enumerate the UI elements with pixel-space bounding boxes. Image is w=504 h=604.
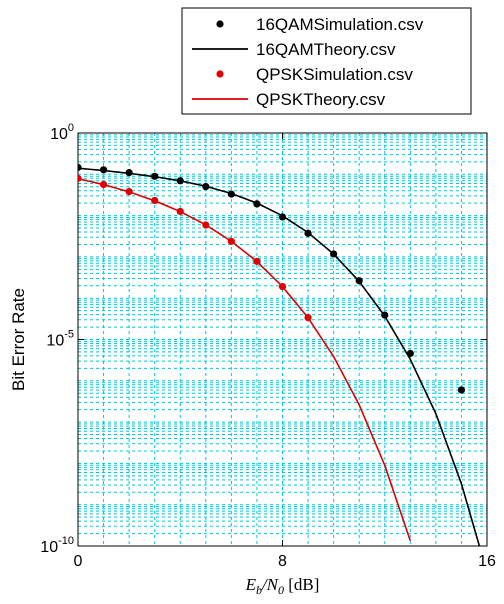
legend-label: QPSKSimulation.csv: [256, 65, 413, 84]
y-tick-label: 10-10: [40, 535, 74, 556]
y-tick-label: 10-5: [46, 329, 74, 350]
legend-box: [181, 7, 472, 115]
legend-swatch-marker: [216, 20, 224, 28]
legend-swatch: [216, 70, 224, 78]
legend-label: 16QAMTheory.csv: [256, 40, 396, 59]
x-tick-label: 0: [74, 553, 83, 570]
grid: [78, 133, 487, 546]
data-point: [457, 386, 466, 394]
data-point: [78, 163, 82, 172]
x-tick-label: 16: [478, 553, 496, 570]
series-1: [78, 167, 481, 546]
x-label-mid: /N: [261, 575, 280, 594]
series-3: [78, 177, 412, 542]
legend-entries: 16QAMSimulation.csv 16QAMTheory.csv QPSKSi…: [192, 15, 424, 109]
x-label-sub-0: 0: [278, 583, 284, 597]
legend-swatch-marker: [216, 70, 224, 78]
y-tick-label: 100: [50, 122, 74, 143]
legend-label: QPSKTheory.csv: [256, 90, 386, 109]
series-2: [78, 174, 312, 322]
legend-swatch: [216, 20, 224, 28]
series-line: [78, 177, 412, 542]
x-tick-label: 8: [278, 553, 287, 570]
x-label-base: E: [245, 575, 257, 594]
legend: 16QAMSimulation.csv 16QAMTheory.csv QPSKSi…: [181, 7, 472, 115]
x-label-sub-b: b: [256, 583, 262, 597]
legend-label: 16QAMSimulation.csv: [256, 15, 424, 34]
y-axis-label: Bit Error Rate: [9, 288, 28, 391]
x-label-unit: [dB]: [284, 575, 319, 594]
series-line: [78, 167, 481, 546]
axes: 0 8 16 100 10-5 10-10: [40, 122, 496, 570]
series-layer: [78, 163, 481, 546]
x-axis-label: Eb/N0 [dB]: [245, 575, 320, 597]
data-point: [78, 174, 82, 182]
